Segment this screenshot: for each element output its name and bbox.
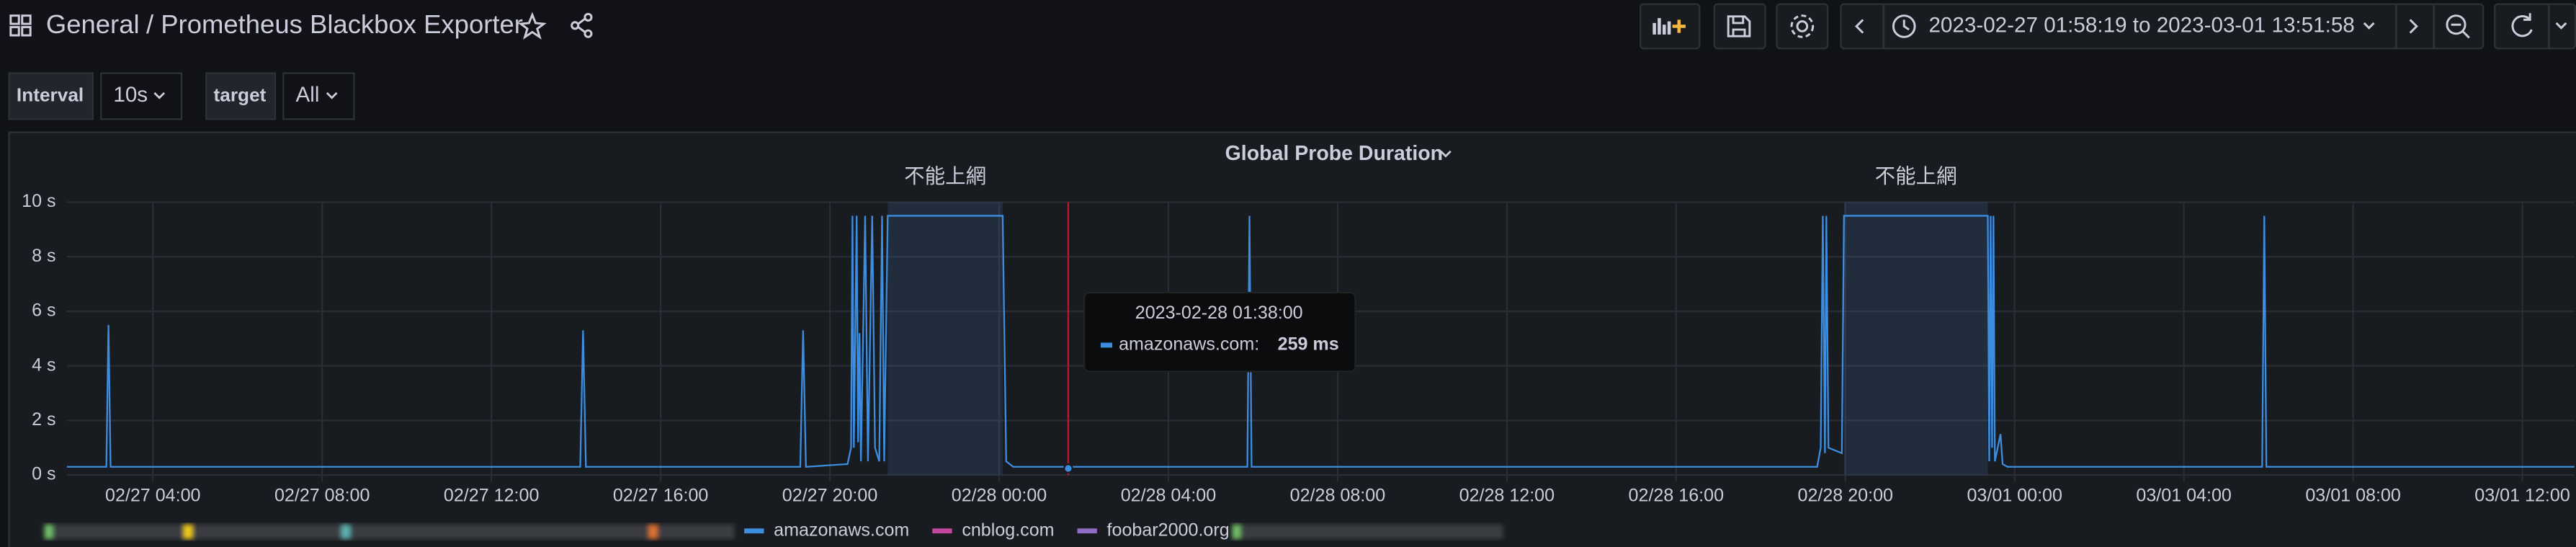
annotation-region	[887, 202, 1003, 476]
legend-entry[interactable]: cnblog.com	[962, 520, 1054, 540]
share-button[interactable]	[571, 12, 593, 38]
x-tick-label: 02/27 08:00	[274, 485, 370, 505]
variable-label-box	[205, 72, 277, 120]
star-button[interactable]	[518, 12, 547, 40]
x-tick-label: 03/01 04:00	[2136, 485, 2231, 505]
refresh-button[interactable]	[2493, 3, 2576, 50]
blurred-legend	[44, 524, 1503, 540]
variable-select[interactable]	[282, 72, 355, 120]
time-range[interactable]: 2023-02-27 01:58:19 to 2023-03-01 13:51:…	[1928, 13, 2354, 37]
annotation-text: 不能上網	[1875, 165, 1957, 188]
x-tick-label: 02/27 20:00	[782, 485, 877, 505]
x-tick-label: 03/01 12:00	[2474, 485, 2570, 505]
x-tick-label: 03/01 00:00	[1967, 485, 2062, 505]
tooltip-value: 259 ms	[1278, 334, 1339, 355]
x-tick-label: 02/27 16:00	[613, 485, 708, 505]
chart: 0 s 2 s 4 s 6 s 8 s 10 s 02/27 04:00 02/27 08:0…	[22, 165, 2575, 540]
tooltip-series: amazonaws.com:	[1119, 334, 1259, 355]
x-tick-label: 02/28 08:00	[1290, 485, 1385, 505]
tooltip-time: 2023-02-28 01:38:00	[1135, 303, 1303, 323]
annotation-text: 不能上網	[904, 165, 986, 188]
breadcrumb[interactable]: General	[46, 9, 140, 39]
apps-icon[interactable]	[9, 14, 32, 37]
x-tick-label: 02/28 20:00	[1798, 485, 1893, 505]
chevron-icon	[326, 92, 338, 99]
legend-entry[interactable]: amazonaws.com	[774, 520, 909, 540]
settings-button[interactable]	[1776, 3, 1829, 50]
variable-value: All	[296, 83, 320, 107]
x-tick-label: 02/27 04:00	[105, 485, 200, 505]
series-line	[66, 215, 2575, 468]
variable-select[interactable]	[100, 72, 183, 120]
panel-title[interactable]: Global Probe Duration	[1225, 142, 1443, 165]
x-tick-label: 02/27 12:00	[444, 485, 539, 505]
toolbar	[1640, 3, 2576, 50]
y-tick-label: 10 s	[22, 191, 55, 211]
variables: Interval 10s target All	[8, 72, 355, 120]
y-tick-label: 2 s	[32, 409, 55, 430]
y-tick-label: 4 s	[32, 355, 55, 375]
dashboard-title: / Prometheus Blackbox Exporter	[146, 9, 523, 39]
variable-label: Interval	[17, 84, 84, 105]
x-tick-label: 02/28 16:00	[1629, 485, 1724, 505]
variable-label: target	[214, 84, 267, 105]
legend-entry[interactable]: foobar2000.org	[1107, 520, 1230, 540]
panel-menu-icon[interactable]	[1440, 150, 1452, 158]
annotation-region	[1843, 202, 1988, 476]
x-tick-label: 02/28 00:00	[952, 485, 1047, 505]
variable-label-box	[8, 72, 94, 120]
y-tick-label: 8 s	[32, 246, 55, 266]
y-tick-label: 6 s	[32, 301, 55, 321]
chevron-icon	[153, 92, 166, 99]
tooltip: 2023-02-28 01:38:00 amazonaws.com: 259 ms	[1063, 202, 1356, 476]
variable-value: 10s	[113, 83, 148, 107]
y-tick-label: 0 s	[32, 464, 55, 484]
save-button[interactable]	[1713, 3, 1766, 50]
x-tick-label: 02/28 12:00	[1459, 485, 1555, 505]
hover-point	[1063, 463, 1073, 473]
time-picker[interactable]	[1840, 3, 2485, 50]
x-tick-label: 02/28 04:00	[1121, 485, 1216, 505]
x-tick-label: 03/01 08:00	[2305, 485, 2400, 505]
toolbar-icons	[1653, 4, 2567, 48]
tooltip-box	[1083, 291, 1356, 373]
